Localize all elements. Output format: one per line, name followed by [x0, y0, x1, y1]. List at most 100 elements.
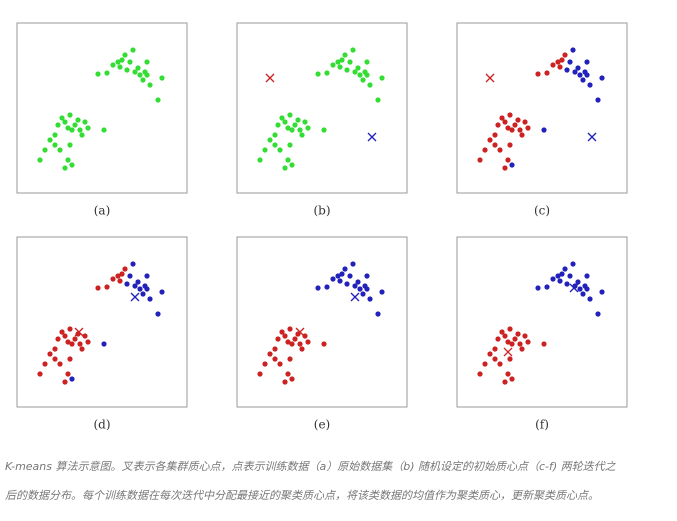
data-point — [482, 147, 488, 153]
data-point — [519, 346, 525, 352]
data-point — [555, 59, 561, 65]
caption-line: K-means 算法示意图。叉表示各集群质心点，点表示训练数据（a）原始数据集（… — [5, 460, 616, 473]
data-point — [339, 271, 345, 277]
centroid-stroke — [569, 283, 579, 293]
data-point — [85, 339, 91, 345]
data-point — [104, 70, 110, 76]
data-point — [79, 346, 85, 352]
data-point — [505, 339, 511, 345]
data-point — [315, 71, 321, 77]
data-point — [287, 356, 293, 362]
data-point — [72, 122, 78, 128]
data-point — [95, 285, 101, 291]
data-point — [72, 336, 78, 342]
data-point — [65, 339, 71, 345]
data-point — [324, 284, 330, 290]
data-point — [55, 336, 61, 342]
centroid — [130, 292, 140, 302]
data-point — [272, 142, 278, 148]
data-point — [267, 351, 273, 357]
data-point — [115, 59, 121, 65]
data-point — [59, 329, 65, 335]
data-point — [159, 75, 165, 81]
data-point — [502, 165, 508, 171]
data-point — [525, 339, 531, 345]
data-point — [299, 346, 305, 352]
data-point — [564, 67, 570, 73]
data-point — [512, 122, 518, 128]
data-point — [147, 296, 153, 302]
data-point — [52, 142, 58, 148]
data-point — [65, 371, 71, 377]
data-point — [135, 279, 141, 285]
data-point — [119, 57, 125, 63]
centroid-stroke — [367, 132, 377, 142]
data-point — [69, 376, 75, 382]
data-point — [502, 119, 508, 125]
data-point — [140, 77, 146, 83]
data-point — [289, 127, 295, 133]
data-point — [137, 72, 143, 78]
data-point — [315, 285, 321, 291]
data-point — [509, 376, 515, 382]
data-point — [352, 69, 358, 75]
data-point — [567, 59, 573, 65]
data-point — [69, 162, 75, 168]
data-point — [522, 333, 528, 339]
data-point — [297, 127, 303, 133]
data-point — [344, 67, 350, 73]
data-point — [350, 47, 356, 53]
data-point — [79, 132, 85, 138]
data-point — [124, 281, 130, 287]
data-point — [159, 289, 165, 295]
data-point — [321, 341, 327, 347]
centroid — [485, 73, 495, 83]
data-point — [272, 346, 278, 352]
data-point — [487, 137, 493, 143]
centroid-stroke — [295, 327, 305, 337]
data-point — [67, 356, 73, 362]
data-point — [577, 286, 583, 292]
data-point — [110, 276, 116, 282]
data-point — [499, 115, 505, 121]
data-point — [62, 165, 68, 171]
data-point — [330, 62, 336, 68]
data-point — [124, 67, 130, 73]
data-point — [75, 117, 81, 123]
data-point — [575, 65, 581, 71]
data-point — [482, 361, 488, 367]
data-point — [505, 371, 511, 377]
data-point — [535, 285, 541, 291]
data-point — [559, 271, 565, 277]
centroid — [74, 327, 84, 337]
data-point — [101, 127, 107, 133]
data-point — [289, 376, 295, 382]
data-point — [570, 47, 576, 53]
data-point — [570, 261, 576, 267]
data-point — [337, 64, 343, 70]
data-point — [275, 336, 281, 342]
centroid-stroke — [74, 327, 84, 337]
data-point — [82, 333, 88, 339]
data-point — [595, 97, 601, 103]
data-point — [519, 132, 525, 138]
data-point — [287, 142, 293, 148]
data-point — [507, 112, 513, 118]
data-point — [285, 125, 291, 131]
data-point — [580, 77, 586, 83]
panel-frame — [456, 236, 628, 408]
panel-frame — [236, 236, 408, 408]
data-point — [525, 125, 531, 131]
centroid — [587, 132, 597, 142]
data-point — [507, 142, 513, 148]
data-point — [52, 356, 58, 362]
data-point — [364, 286, 370, 292]
data-point — [497, 361, 503, 367]
data-point — [541, 341, 547, 347]
data-point — [492, 356, 498, 362]
data-point — [62, 119, 68, 125]
data-point — [541, 127, 547, 133]
data-point — [355, 279, 361, 285]
data-point — [517, 341, 523, 347]
